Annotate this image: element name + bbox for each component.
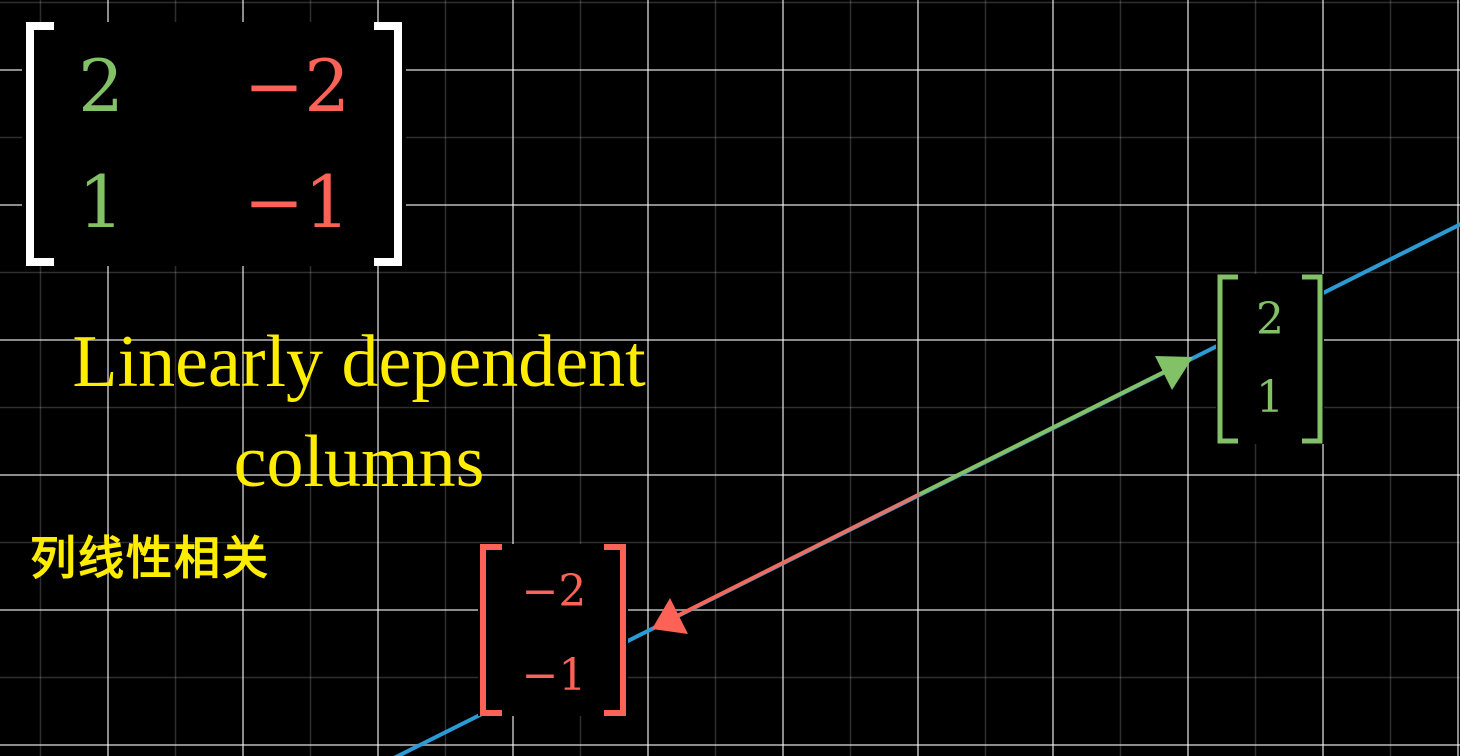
matrix-entry-r2c1: 1 [78, 160, 124, 244]
green-column-vector: 2 1 [1216, 274, 1324, 444]
right-bracket-icon [1302, 274, 1323, 444]
green-arrow-head [1155, 356, 1193, 390]
red-arrow-head [652, 598, 688, 634]
left-bracket-icon [480, 544, 502, 716]
left-bracket-icon [26, 22, 54, 266]
green-vector-arrow [919, 367, 1171, 496]
matrix-entry-r2c2: −1 [243, 160, 351, 244]
right-bracket-icon [604, 544, 626, 716]
caption-line-2: columns [233, 421, 485, 503]
matrix-entry-r1c2: −2 [243, 44, 351, 128]
red-column-vector: −2 −1 [478, 544, 628, 716]
right-bracket-icon [374, 22, 402, 266]
vector-entry-bottom: −1 [521, 650, 587, 701]
matrix-entry-r1c1: 2 [78, 44, 124, 128]
caption-line-1: Linearly dependent [72, 321, 646, 403]
vector-entry-top: 2 [1256, 294, 1284, 345]
red-vector-arrow [674, 492, 921, 619]
caption-chinese: 列线性相关 [30, 531, 270, 585]
matrix: 2 −2 1 −1 [22, 22, 406, 266]
caption-english: Linearly dependent columns [14, 312, 704, 512]
vector-entry-bottom: 1 [1256, 372, 1284, 423]
left-bracket-icon [1217, 274, 1238, 444]
vector-entry-top: −2 [521, 566, 587, 617]
